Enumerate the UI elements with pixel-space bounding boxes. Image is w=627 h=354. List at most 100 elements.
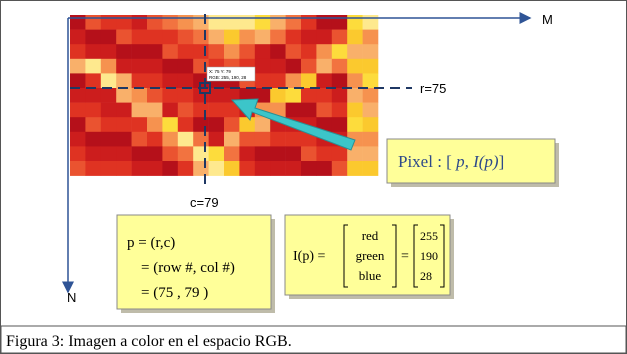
pixel [286, 132, 302, 147]
pixel [347, 88, 363, 103]
pixel [270, 15, 286, 30]
pixel [85, 44, 101, 59]
pixel [286, 103, 302, 118]
color-value: 255 [420, 229, 438, 243]
pixel [286, 73, 302, 88]
pixel [301, 103, 317, 118]
pixel [301, 30, 317, 45]
m-label: M [542, 12, 553, 27]
pixel [255, 117, 271, 132]
pixel [239, 30, 255, 45]
pixel [116, 132, 132, 147]
pixel [147, 73, 163, 88]
pixel [270, 73, 286, 88]
pixel [162, 117, 178, 132]
pixel [132, 73, 148, 88]
pixel [70, 30, 86, 45]
pixel [301, 44, 317, 59]
pixel [132, 30, 148, 45]
pixel [347, 103, 363, 118]
pixel [224, 30, 240, 45]
pixel [209, 117, 225, 132]
pixel [301, 59, 317, 74]
pixel [270, 132, 286, 147]
pixel [101, 132, 117, 147]
pixel [132, 59, 148, 74]
pixel [116, 15, 132, 30]
pixel [255, 59, 271, 74]
pixel [224, 132, 240, 147]
pixel [178, 30, 194, 45]
pixel [193, 103, 209, 118]
pixel [193, 88, 209, 103]
pixel [209, 15, 225, 30]
pixel [270, 88, 286, 103]
pixel [85, 117, 101, 132]
pixel [239, 132, 255, 147]
pixel [193, 161, 209, 176]
pixel [363, 132, 379, 147]
pixel [70, 88, 86, 103]
pixel [209, 132, 225, 147]
pixel [363, 117, 379, 132]
pixel [224, 161, 240, 176]
pixel [347, 15, 363, 30]
pixel [316, 30, 332, 45]
n-label: N [67, 290, 76, 305]
pixel [332, 103, 348, 118]
pixel [332, 88, 348, 103]
pixel [301, 146, 317, 161]
pixel [347, 44, 363, 59]
pixel [332, 30, 348, 45]
pixel [132, 117, 148, 132]
pixel [363, 73, 379, 88]
pixel [116, 73, 132, 88]
pixel [332, 73, 348, 88]
pixel [363, 59, 379, 74]
pixel [332, 161, 348, 176]
tooltip-line: X: 75 Y: 79 [209, 69, 231, 74]
pixel [116, 88, 132, 103]
pixel [270, 161, 286, 176]
pixel [70, 161, 86, 176]
pixel [255, 146, 271, 161]
pixel [332, 117, 348, 132]
pixel [116, 59, 132, 74]
pixel [286, 59, 302, 74]
pixel [316, 161, 332, 176]
pixel [132, 146, 148, 161]
pixel [147, 132, 163, 147]
pixel [178, 15, 194, 30]
pixel [70, 146, 86, 161]
pixel [239, 161, 255, 176]
pixel [316, 103, 332, 118]
pixel [147, 15, 163, 30]
pixel [162, 15, 178, 30]
pixel [101, 30, 117, 45]
text: Pixel : [ [398, 152, 456, 171]
pixel [85, 88, 101, 103]
col-label: c=79 [190, 195, 219, 210]
color-value: 190 [420, 249, 438, 263]
pixel [147, 30, 163, 45]
pixel [178, 73, 194, 88]
pixel [239, 117, 255, 132]
pixel [101, 117, 117, 132]
pixel [255, 15, 271, 30]
pixel [147, 117, 163, 132]
pixel [70, 117, 86, 132]
pixel [286, 161, 302, 176]
pixel [332, 15, 348, 30]
pixel [101, 146, 117, 161]
pixel [255, 132, 271, 147]
pixel [162, 88, 178, 103]
pixel [316, 88, 332, 103]
pixel [162, 103, 178, 118]
pixel [178, 161, 194, 176]
pixel [116, 30, 132, 45]
pixel [132, 15, 148, 30]
pixel [209, 146, 225, 161]
pixel [209, 30, 225, 45]
pixel [147, 161, 163, 176]
pixel [85, 103, 101, 118]
